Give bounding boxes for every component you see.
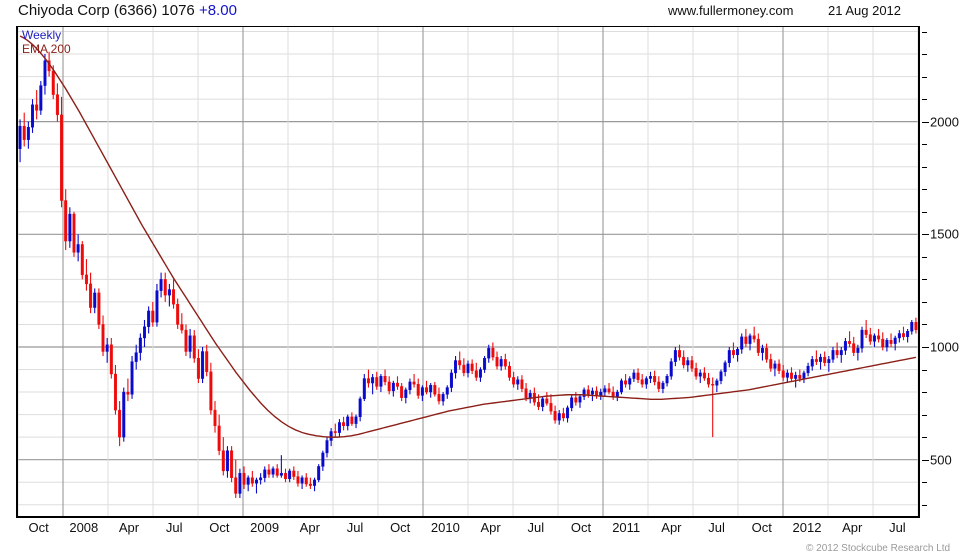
y-axis: 500 1000 1500 2000 (922, 26, 980, 520)
candlestick-series (18, 27, 918, 516)
y-axis-label: 500 (930, 452, 952, 468)
instrument-label: Chiyoda Corp (6366) 1076 (18, 2, 195, 19)
y-axis-tickmark (922, 76, 927, 78)
x-axis-label: Apr (480, 520, 501, 535)
y-axis-tickmark (922, 121, 929, 123)
x-axis-label: Jul (527, 520, 545, 535)
y-axis-tickmark (922, 54, 927, 56)
y-axis-tickmark (922, 459, 929, 461)
x-axis-label: Oct (570, 520, 592, 535)
source-website[interactable]: www.fullermoney.com (668, 3, 794, 18)
y-axis-tickmark (922, 346, 929, 348)
x-axis: Oct 2008 Apr Jul Oct 2009 Apr Jul Oct 2010 Apr Jul O… (0, 520, 980, 540)
y-axis-tickmark (922, 189, 927, 191)
x-axis-label: Oct (390, 520, 411, 535)
x-axis-label: 2008 (69, 520, 99, 535)
y-axis-tickmark (922, 166, 927, 168)
x-axis-label: 2009 (250, 520, 280, 535)
chart-date: 21 Aug 2012 (828, 3, 902, 18)
y-axis-tickmark (922, 369, 927, 371)
x-axis-label: Apr (661, 520, 682, 535)
y-axis-label: 1000 (930, 339, 959, 355)
legend-item-ema200: EMA 200 (22, 42, 71, 56)
x-axis-label: 2012 (792, 520, 822, 535)
y-axis-tickmark (922, 414, 927, 416)
y-axis-tickmark (922, 324, 927, 326)
x-axis-label: Jul (708, 520, 725, 535)
chart-header: Chiyoda Corp (6366) 1076 +8.00 www.fulle… (0, 0, 980, 24)
x-axis-label: 2011 (612, 520, 641, 535)
chart-legend: Weekly EMA 200 (22, 28, 71, 56)
x-axis-label: Jul (889, 520, 906, 535)
y-axis-tickmark (922, 211, 927, 213)
x-axis-label: Oct (28, 520, 49, 535)
y-axis-tickmark (922, 437, 927, 439)
y-axis-label: 1500 (930, 226, 959, 242)
y-axis-tickmark (922, 392, 927, 394)
y-axis-tickmark (922, 234, 929, 236)
chart-gridlines (18, 27, 918, 516)
x-axis-label: Jul (346, 520, 364, 535)
x-axis-label: 2010 (430, 520, 460, 535)
y-axis-label: 2000 (930, 114, 959, 130)
y-axis-tickmark (922, 31, 927, 33)
x-axis-label: Oct (751, 520, 772, 535)
y-axis-tickmark (922, 256, 927, 258)
y-axis-tickmark (922, 144, 927, 146)
x-axis-label: Apr (842, 520, 863, 535)
x-axis-label: Apr (299, 520, 320, 535)
legend-item-weekly: Weekly (22, 28, 62, 42)
page-title: Chiyoda Corp (6366) 1076 +8.00 (18, 2, 237, 19)
copyright-notice: © 2012 Stockcube Research Ltd (806, 543, 951, 554)
x-axis-label: Jul (165, 520, 183, 535)
y-axis-tickmark (922, 301, 927, 303)
x-axis-label: Apr (118, 520, 140, 535)
price-change: +8.00 (198, 2, 237, 19)
x-axis-label: Oct (209, 520, 230, 535)
chart-plot-area[interactable]: Weekly EMA 200 (16, 26, 920, 518)
y-axis-tickmark (922, 99, 927, 101)
y-axis-tickmark (922, 279, 927, 281)
y-axis-tickmark (922, 504, 927, 506)
y-axis-tickmark (922, 482, 927, 484)
